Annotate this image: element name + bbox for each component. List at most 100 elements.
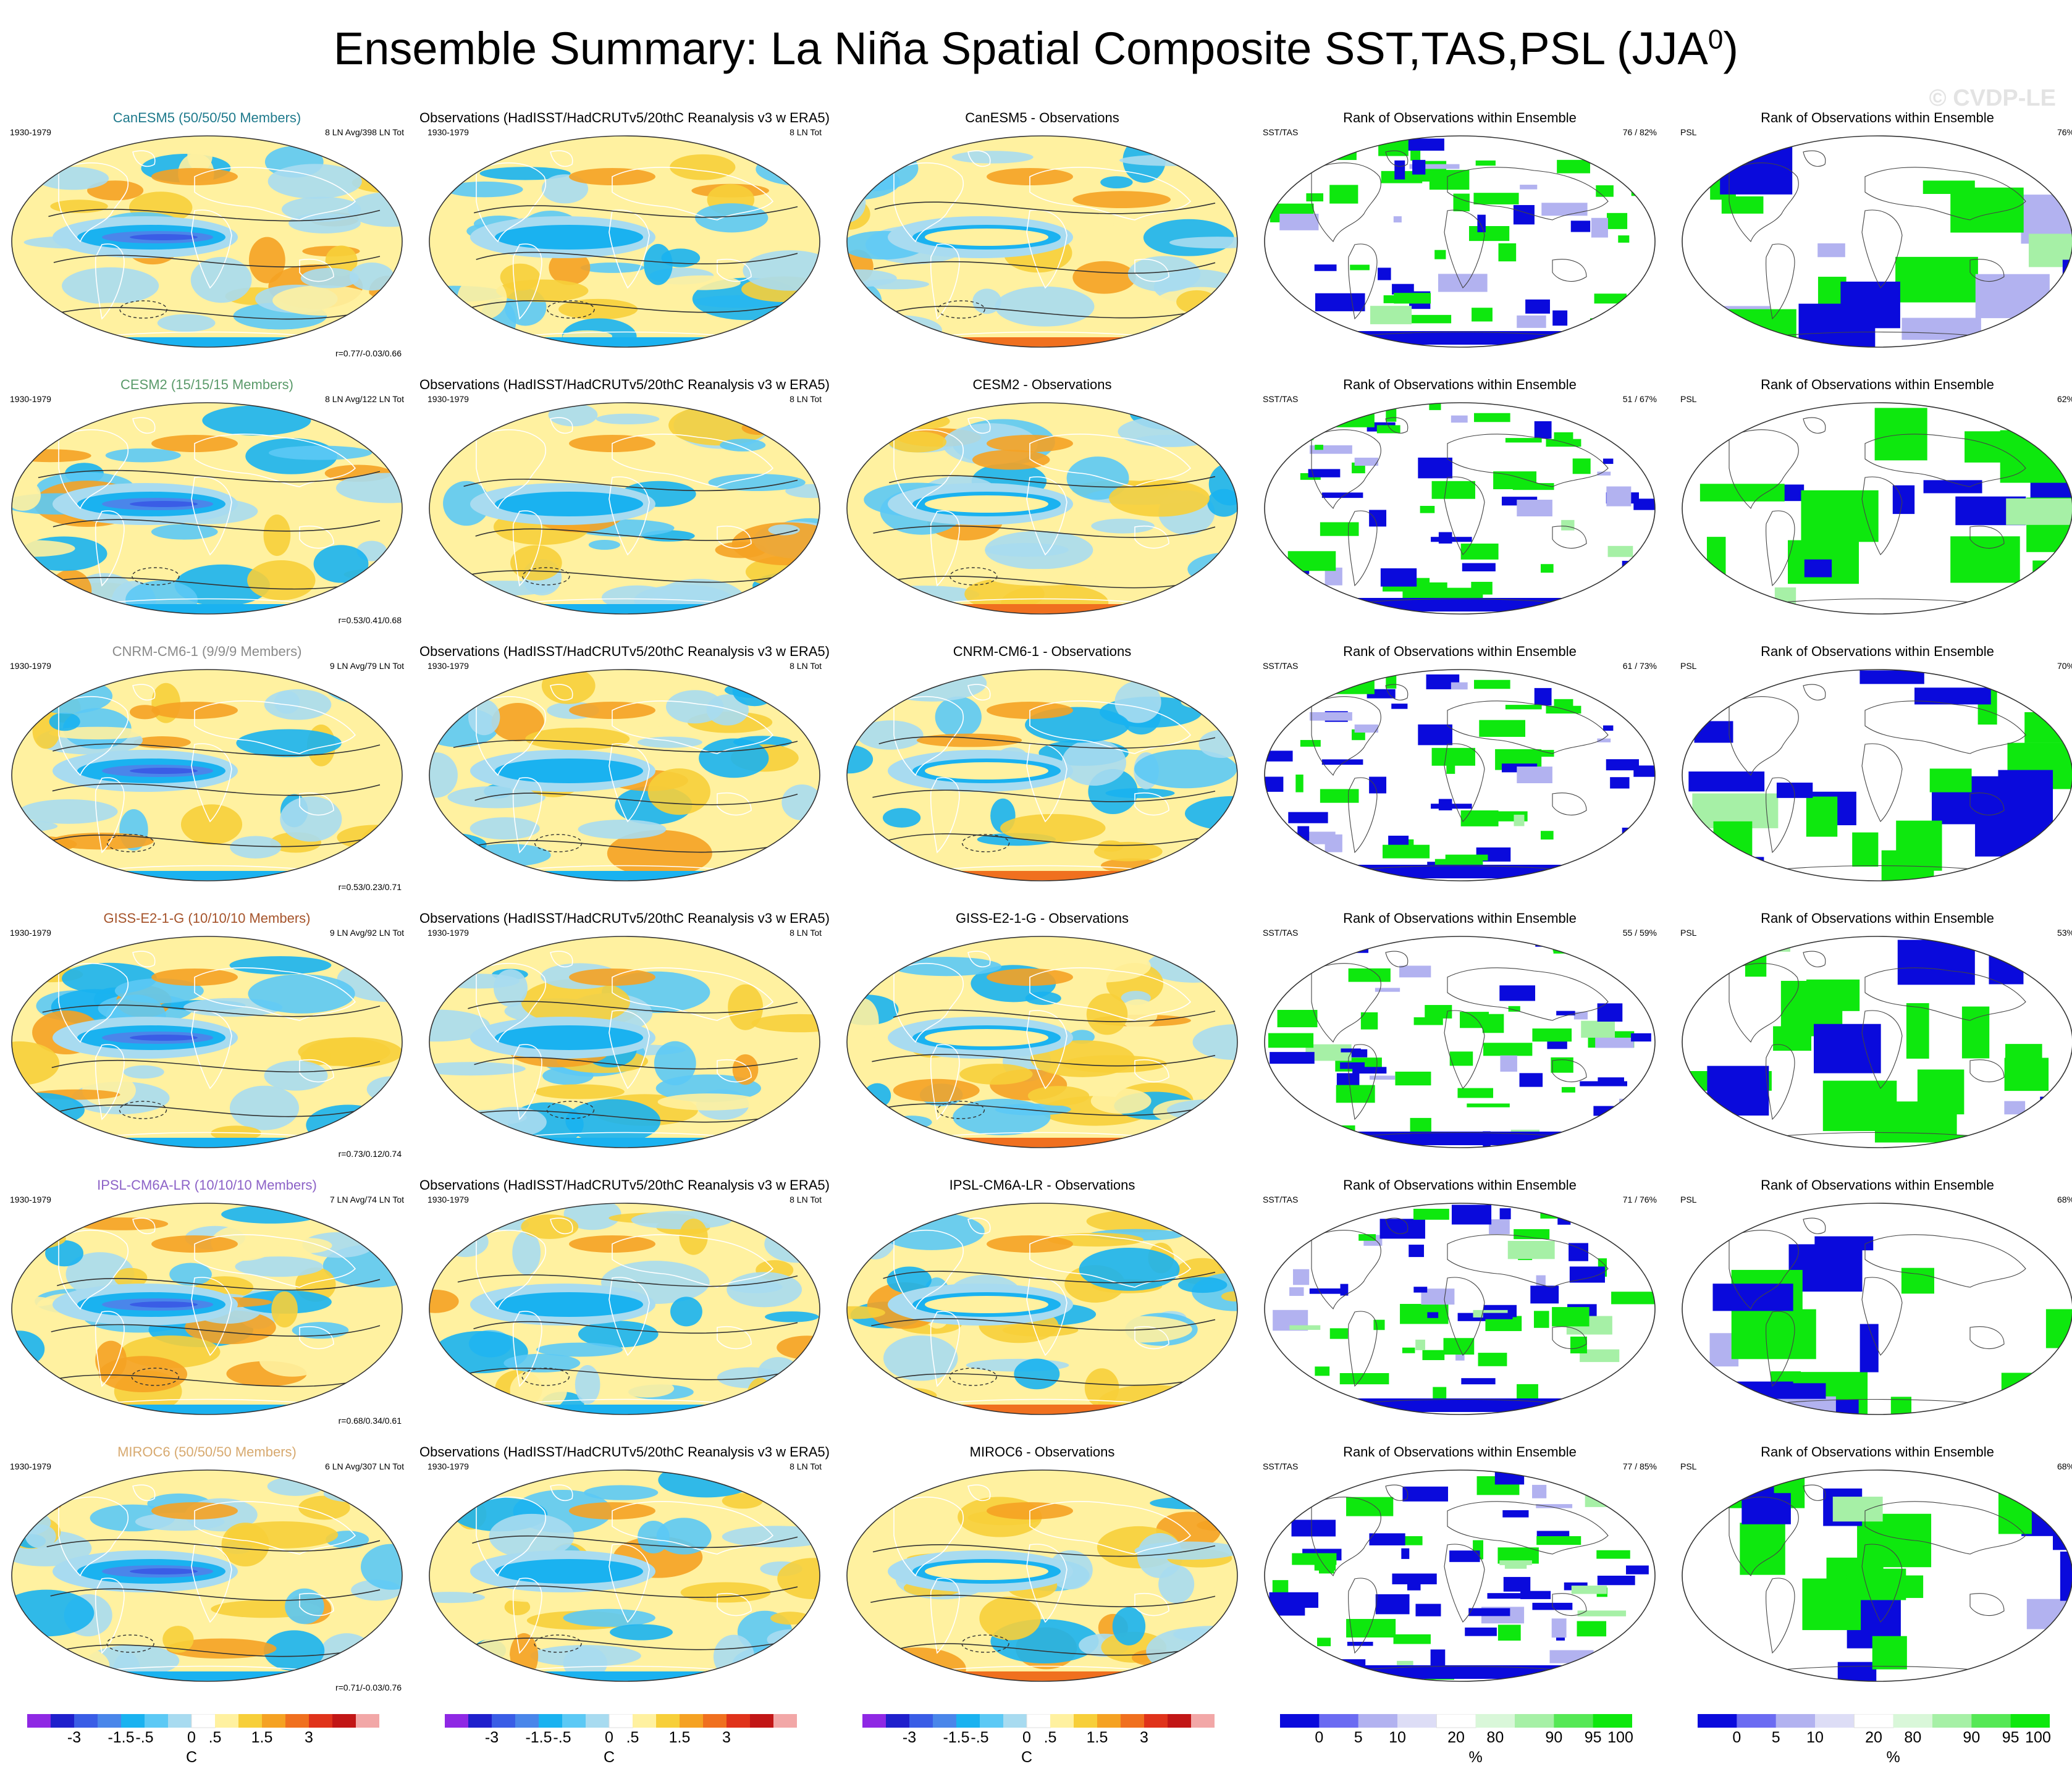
psl-contour [470,300,798,313]
coastline [194,434,356,487]
coastline [512,243,542,320]
colorbar-swatch [726,1714,751,1728]
colorbar-tick-label: -1.5 [107,1729,135,1746]
pattern-correlation-label: r=0.53/0.23/0.71 [338,882,402,892]
colorbar-swatch [1358,1714,1398,1728]
coastline [1864,434,2026,487]
colorbar-tick-label: 1.5 [251,1729,273,1746]
coastline [1729,696,1799,776]
colorbar-tick-label: .5 [208,1729,222,1746]
psl-contour-negative [131,1368,179,1386]
colorbar-swatch [262,1714,286,1728]
colorbar-tick-label: 80 [1486,1729,1504,1746]
coastline [1969,1326,2005,1349]
coastline [1729,162,1799,242]
rank-map [1264,402,1656,615]
colorbar-swatch [586,1714,610,1728]
colorbar-tick-label: 90 [1963,1729,1981,1746]
psl-contour [473,1321,798,1334]
colorbar-swatch [562,1714,586,1728]
coastline [1311,162,1381,242]
psl-contour [892,1643,1216,1656]
coastline [476,162,546,243]
psl-contour [38,469,381,483]
panel-title: CESM2 - Observations [972,377,1112,392]
panel-title: Observations (HadISST/HadCRUTv5/20thC Re… [419,1444,830,1460]
psl-contour-negative [132,567,180,586]
coastline [476,1229,546,1310]
psl-contour [455,570,798,583]
coastline [893,1496,964,1577]
map-border [846,402,1238,615]
colorbar-tick-label: 95 [1584,1729,1602,1746]
panel-title: CanESM5 (50/50/50 Members) [112,110,301,125]
colorbar-swatch [862,1714,886,1728]
psl-contour [878,736,1216,749]
psl-contour [870,1594,1216,1608]
psl-contour-negative [547,300,595,319]
panel-map-r3-c2: GISS-E2-1-G - Observations [835,901,1249,1167]
coastline [1385,150,1409,167]
map-field [847,1203,1237,1414]
coastline [717,1059,752,1083]
psl-contour [871,1318,1216,1331]
coastline [1348,1578,1378,1654]
coastline [1348,1044,1378,1120]
coastline [1348,777,1378,854]
period-label: 1930-1979 [10,1461,51,1471]
coastline [717,526,752,549]
coastline [930,777,960,854]
map-border [429,135,820,348]
panel-title: Observations (HadISST/HadCRUTv5/20thC Re… [419,1177,830,1193]
colorbar-tick-label: -1.5 [525,1729,552,1746]
coastline [550,951,573,968]
coastline [1348,510,1378,587]
map-field [429,1470,820,1681]
psl-contour-negative [106,1634,154,1653]
coastline [58,696,128,776]
colorbar-swatch [680,1714,704,1728]
coastline [95,243,125,320]
panel-map-r0-c0: CanESM5 (50/50/50 Members) 1930-1979 8 LN … [0,100,414,367]
variable-label: PSL [1680,1461,1697,1471]
panel-rank-r4-c3: Rank of Observations within Ensemble SST/… [1253,1167,1667,1434]
psl-contour-negative [937,300,985,319]
coastline [893,162,964,243]
colorbar-unit: C [1021,1749,1033,1766]
coastline [1447,167,1609,221]
coastline [1311,429,1381,509]
coastline [299,1593,334,1616]
coastline [1444,743,1485,822]
panel-rank-r3-c3: Rank of Observations within Ensemble SST/… [1253,901,1667,1167]
coastline [1766,1578,1795,1654]
watermark: © CVDP-LE [1929,85,2056,111]
coastline [512,510,542,587]
coastline [1026,476,1068,556]
map-border [1264,135,1656,348]
panel-map-r3-c0: GISS-E2-1-G (10/10/10 Members) 1930-1979 9… [0,901,414,1167]
map-field [429,1203,820,1414]
coastline [893,962,964,1043]
composite-map [429,1469,820,1682]
colorbar-swatches [27,1714,379,1728]
colorbar-swatch [539,1714,563,1728]
colorbar-swatch [285,1714,310,1728]
variable-label: PSL [1680,661,1697,671]
rank-field [1265,403,1655,614]
coastline [609,743,650,823]
colorbar-swatch [121,1714,145,1728]
coastline [1861,209,1903,288]
coastline [299,526,334,549]
rank-percent-label: 76 / 82% [1622,127,1657,137]
colorbar-swatch [933,1714,957,1728]
coastline [717,259,752,282]
colorbar-swatch [1515,1714,1554,1728]
colorbar-swatch [191,1714,216,1728]
panel-title: Rank of Observations within Ensemble [1343,644,1577,659]
coastline [476,1496,546,1577]
colorbar-swatch [332,1714,356,1728]
composite-map [11,135,403,348]
coastline [1864,1501,2026,1555]
coastline [1552,526,1587,548]
map-border [846,1469,1238,1682]
